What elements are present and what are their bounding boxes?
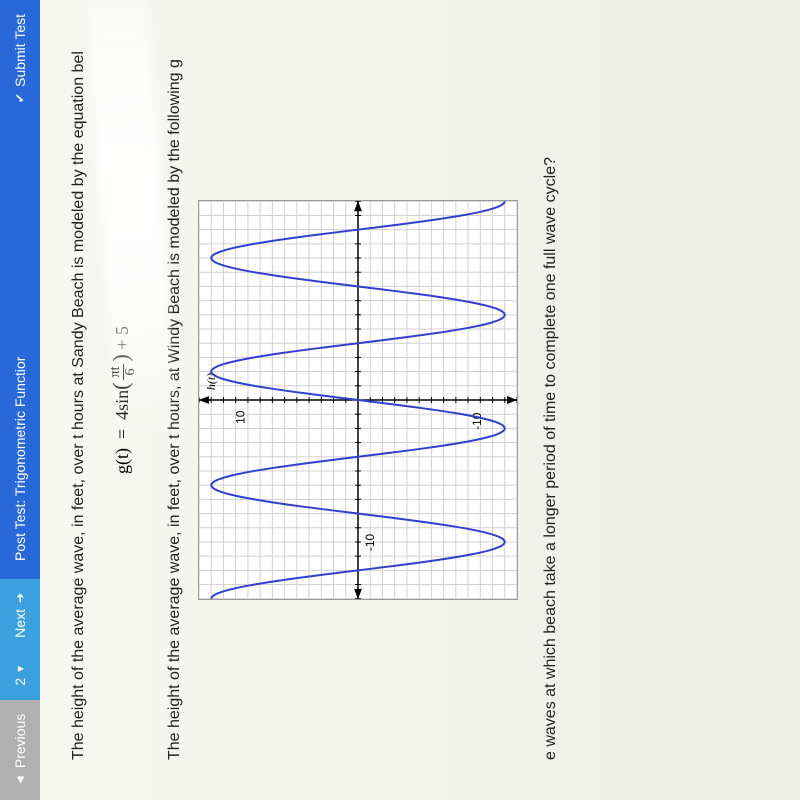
submit-label: Submit Test <box>12 14 28 87</box>
eq-frac-num: πt <box>109 364 124 381</box>
equation: g(t) = 4sin(πt6) + 5 <box>108 40 138 760</box>
check-icon: ✔ <box>13 93 27 103</box>
eq-equals: = <box>112 429 132 439</box>
eq-frac-den: 6 <box>124 364 138 381</box>
question-content: The height of the average wave, in feet,… <box>40 0 800 800</box>
next-button[interactable]: Next ➜ <box>0 579 40 652</box>
y-axis-arrow-down <box>507 396 517 404</box>
eq-coef: 4sin <box>112 390 132 420</box>
next-label: Next <box>12 609 28 638</box>
x-axis-arrow-left <box>354 589 362 599</box>
chevron-right-icon: ➜ <box>13 593 27 603</box>
prompt-line-1: The height of the average wave, in feet,… <box>70 40 88 760</box>
chart-svg: h(t) 10 -10 -10 <box>199 201 517 599</box>
question-number: 2 <box>12 678 28 686</box>
question-line: e waves at which beach take a longer per… <box>542 40 560 760</box>
x-tick-neg10: -10 <box>363 533 377 551</box>
previous-button[interactable]: ◄ Previous <box>0 700 40 800</box>
previous-label: Previous <box>12 714 28 768</box>
test-title: Post Test: Trigonometric Functior <box>12 357 28 561</box>
y-axis-arrow-up <box>199 396 209 404</box>
submit-test-button[interactable]: ✔ Submit Test <box>0 0 40 117</box>
question-number-button[interactable]: 2 ▾ <box>0 652 40 700</box>
wave-chart: h(t) 10 -10 -10 <box>198 200 518 600</box>
x-axis-arrow-right <box>354 201 362 211</box>
prompt-line-2: The height of the average wave, in feet,… <box>166 40 184 760</box>
test-title-bar: Post Test: Trigonometric Functior <box>0 117 40 579</box>
eq-fraction: πt6 <box>109 364 138 381</box>
chevron-left-icon: ◄ <box>13 774 27 786</box>
eq-lhs: g(t) <box>112 448 132 474</box>
y-tick-10: 10 <box>234 410 248 424</box>
chevron-down-icon: ▾ <box>13 666 27 672</box>
eq-plus: + 5 <box>112 326 132 350</box>
y-tick-neg10: -10 <box>471 412 485 430</box>
